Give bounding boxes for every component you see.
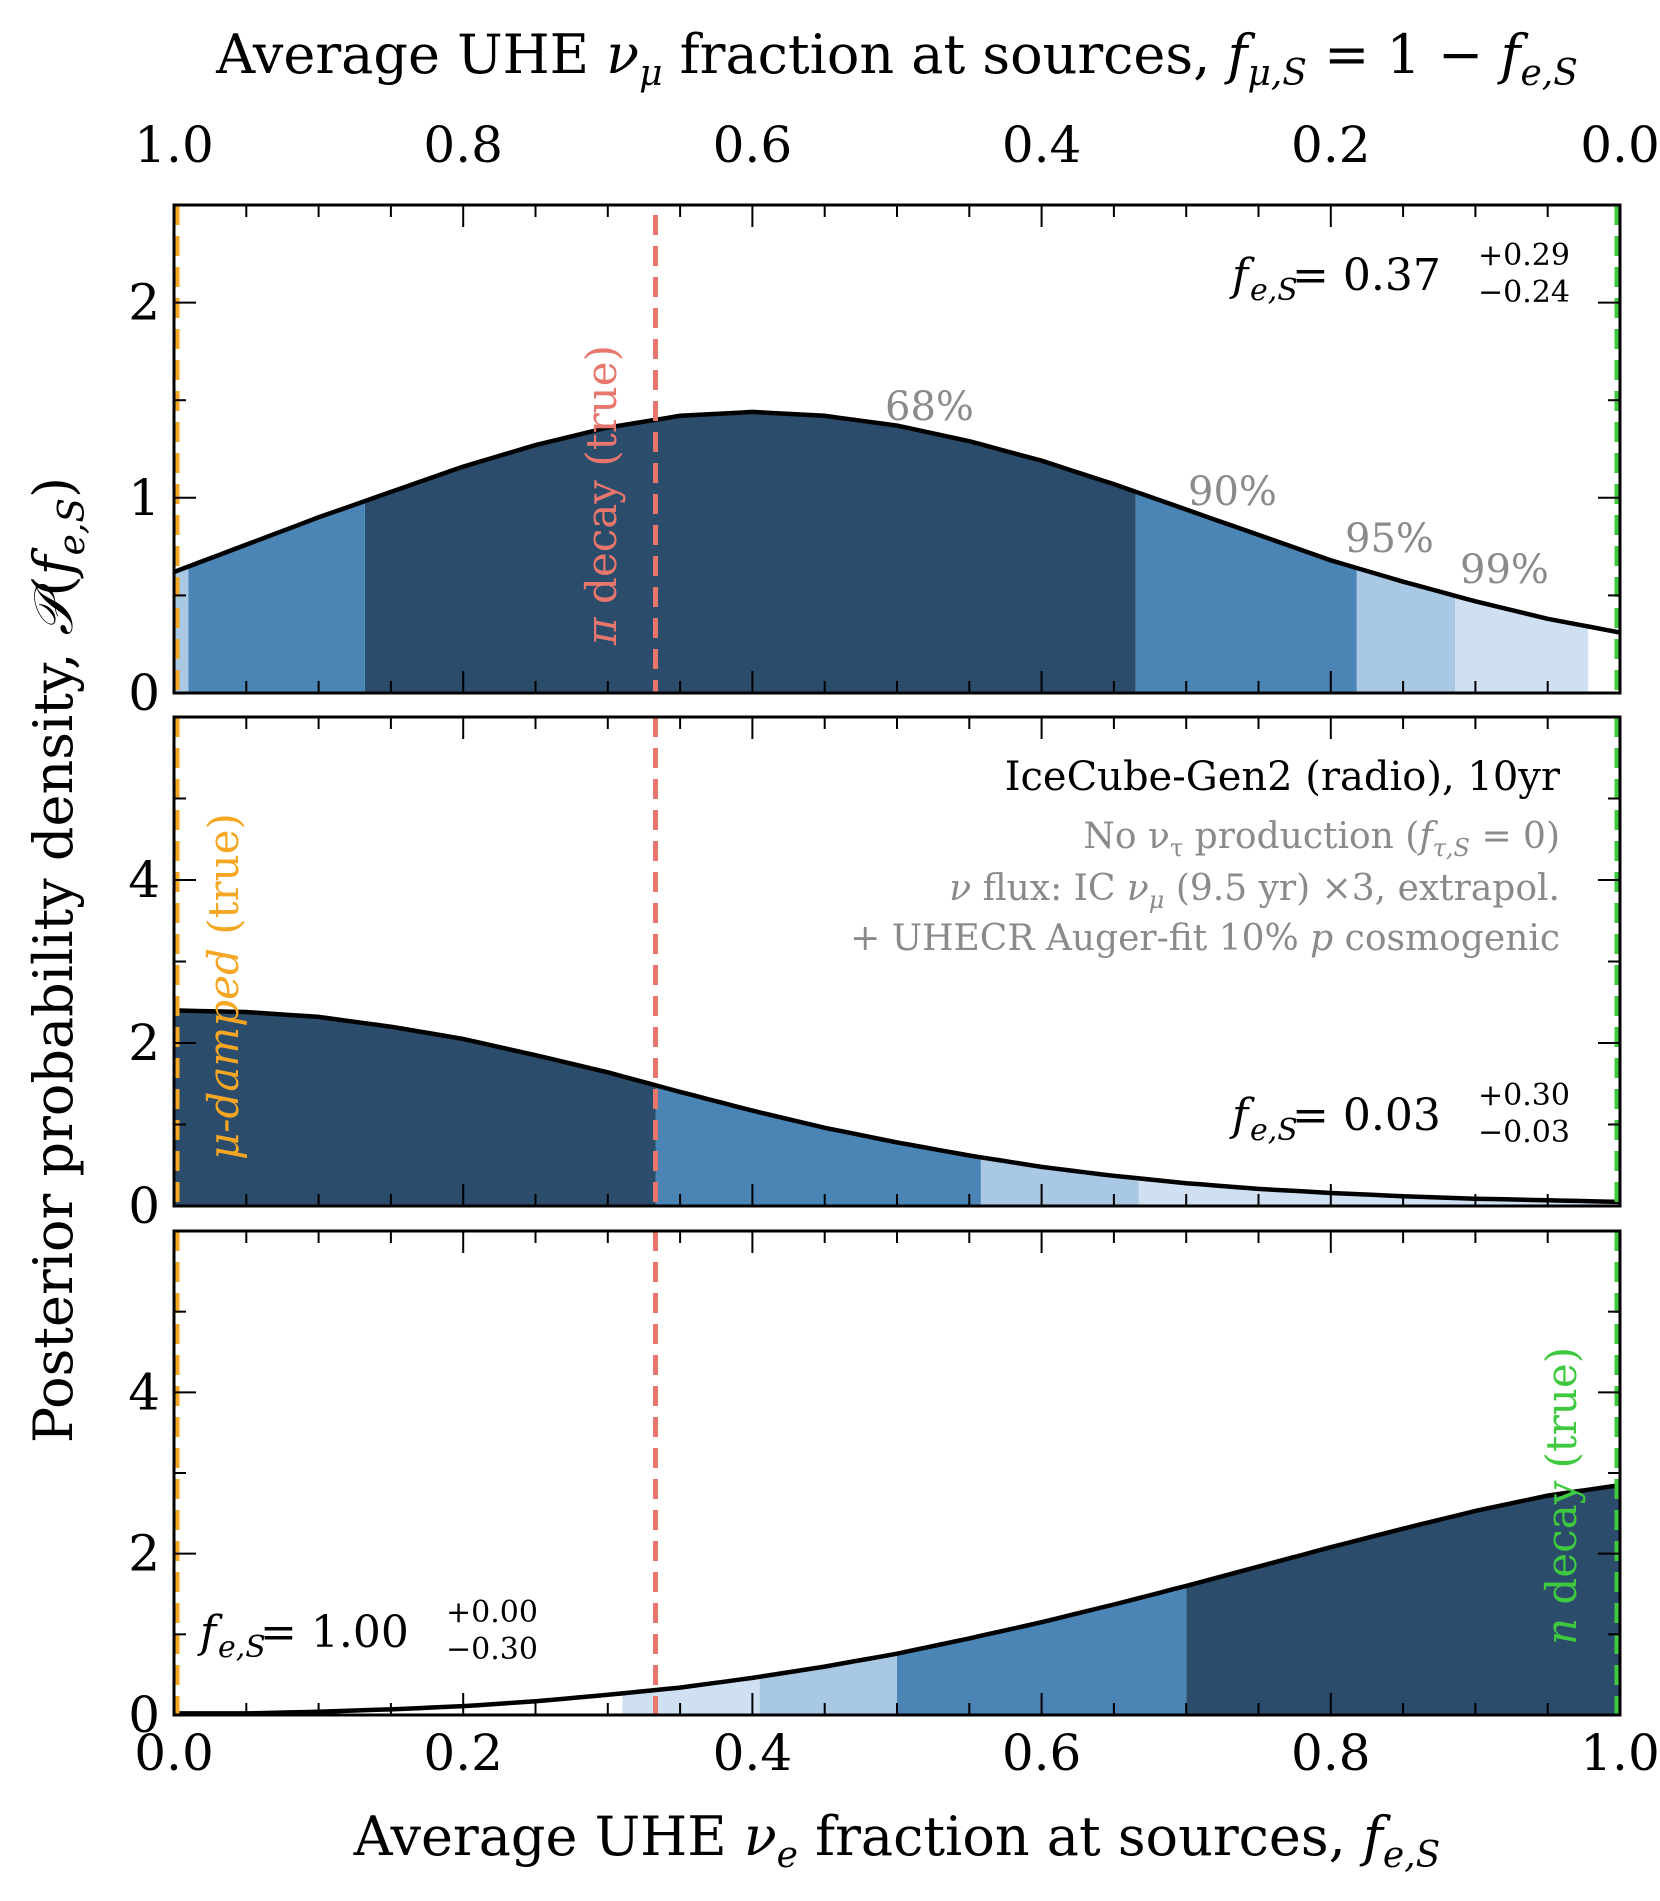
xtick-label-bottom: 0.8: [1291, 1724, 1371, 1782]
region-68-0: [174, 1010, 656, 1206]
region-90-1: [188, 501, 365, 693]
legend-title: IceCube-Gen2 (radio), 10yr: [1005, 754, 1561, 800]
credible-regions-middle: [174, 1010, 1620, 1206]
svg-text:+0.29: +0.29: [1478, 238, 1570, 273]
ytick-label: 2: [128, 1014, 160, 1072]
label-99: 99%: [1460, 547, 1549, 593]
xtick-label-top: 0.6: [713, 116, 793, 174]
annotation-middle: f e,S = 0.03 +0.30 −0.03: [1229, 1078, 1570, 1150]
frame-top: [172, 203, 1622, 695]
posterior-curve-top: [173, 409, 1621, 635]
region-99-3: [622, 1676, 760, 1715]
ytick-label: 0: [128, 1686, 160, 1744]
region-95-2: [759, 1653, 897, 1715]
svg-text:= 1.00: = 1.00: [260, 1607, 409, 1658]
xtick-label-bottom: 0.2: [423, 1724, 503, 1782]
svg-text:= 0.37: = 0.37: [1292, 250, 1441, 301]
region-99-5: [1455, 595, 1589, 693]
svg-text:−0.30: −0.30: [446, 1632, 538, 1667]
svg-text:e,S: e,S: [218, 1630, 266, 1665]
x-axis-title: Average UHE νe fraction at sources, fe,S: [353, 1805, 1441, 1876]
xtick-label-top: 0.2: [1291, 116, 1371, 174]
posterior-curve-middle: [173, 1008, 1621, 1205]
xtick-label-bottom: 0.0: [134, 1724, 214, 1782]
frame-bottom: [172, 1229, 1622, 1717]
top-axis-title: Average UHE νμ fraction at sources, fμ,S…: [215, 23, 1578, 94]
svg-text:−0.24: −0.24: [1478, 275, 1570, 310]
axis-ticks: [174, 205, 1620, 1715]
legend: IceCube-Gen2 (radio), 10yr No ντ product…: [850, 754, 1561, 959]
svg-text:e,S: e,S: [1250, 1113, 1298, 1148]
svg-text:e,S: e,S: [1250, 273, 1298, 308]
xtick-label-bottom: 1.0: [1580, 1724, 1660, 1782]
frame-middle: [172, 715, 1622, 1208]
n-decay-label: n decay(true): [1537, 1347, 1586, 1645]
legend-line-3: + UHECR Auger-fit 10% p cosmogenic: [850, 918, 1560, 959]
xtick-label-top: 0.8: [423, 116, 503, 174]
xtick-label-top: 0.0: [1580, 116, 1660, 174]
ytick-label: 2: [128, 274, 160, 332]
annotation-top: f e,S = 0.37 +0.29 −0.24: [1229, 238, 1570, 310]
region-95-3: [174, 566, 189, 693]
mu-damped-label: μ-damped (true): [199, 813, 248, 1160]
svg-text:−0.03: −0.03: [1478, 1115, 1570, 1150]
region-90-1: [897, 1585, 1187, 1715]
pi-decay-label: π decay (true): [577, 345, 626, 646]
legend-line-1: No ντ production (fτ,S = 0): [1083, 816, 1560, 862]
ytick-label: 0: [128, 664, 160, 722]
panel-top: [173, 409, 1621, 693]
svg-text:+0.00: +0.00: [446, 1595, 538, 1630]
annotation-bottom: f e,S = 1.00 +0.00 −0.30: [197, 1595, 538, 1667]
ytick-label: 2: [128, 1525, 160, 1583]
panel-bottom: [174, 1482, 1621, 1716]
legend-line-2: ν flux: IC νμ (9.5 yr) ×3, extrapol.: [949, 868, 1560, 914]
region-95-2: [980, 1157, 1139, 1206]
label-68: 68%: [885, 384, 974, 430]
xtick-label-bottom: 0.4: [713, 1724, 793, 1782]
svg-text:+0.30: +0.30: [1478, 1078, 1570, 1113]
label-95: 95%: [1345, 516, 1434, 562]
label-90: 90%: [1188, 469, 1277, 515]
svg-text:= 0.03: = 0.03: [1292, 1090, 1441, 1141]
region-68-0: [1186, 1485, 1620, 1715]
region-95-4: [1356, 568, 1456, 693]
ytick-label: 4: [128, 851, 160, 909]
region-labels: 68% 90% 95% 99%: [885, 384, 1549, 593]
credible-regions-bottom: [622, 1485, 1620, 1715]
xtick-label-top: 0.4: [1002, 116, 1082, 174]
xtick-label-top: 1.0: [134, 116, 214, 174]
region-90-2: [1135, 491, 1357, 693]
posterior-curve-bottom: [174, 1482, 1621, 1716]
ytick-label: 1: [128, 469, 160, 527]
panel-middle: [173, 1008, 1621, 1206]
xtick-label-bottom: 0.6: [1002, 1724, 1082, 1782]
region-68-0: [364, 412, 1136, 693]
tick-labels: 0 1 2 0 2 4 0 2 4 0.0 0.2 0.4 0.6 0.8 1.0 1.0 0.8 0.6 0.4 0…: [128, 116, 1660, 1782]
ytick-label: 4: [128, 1363, 160, 1421]
credible-regions-top: [174, 412, 1589, 693]
y-axis-title: Posterior probability density, 𝒫(fe,S): [22, 477, 93, 1443]
region-90-1: [655, 1085, 981, 1206]
ytick-label: 0: [128, 1177, 160, 1235]
